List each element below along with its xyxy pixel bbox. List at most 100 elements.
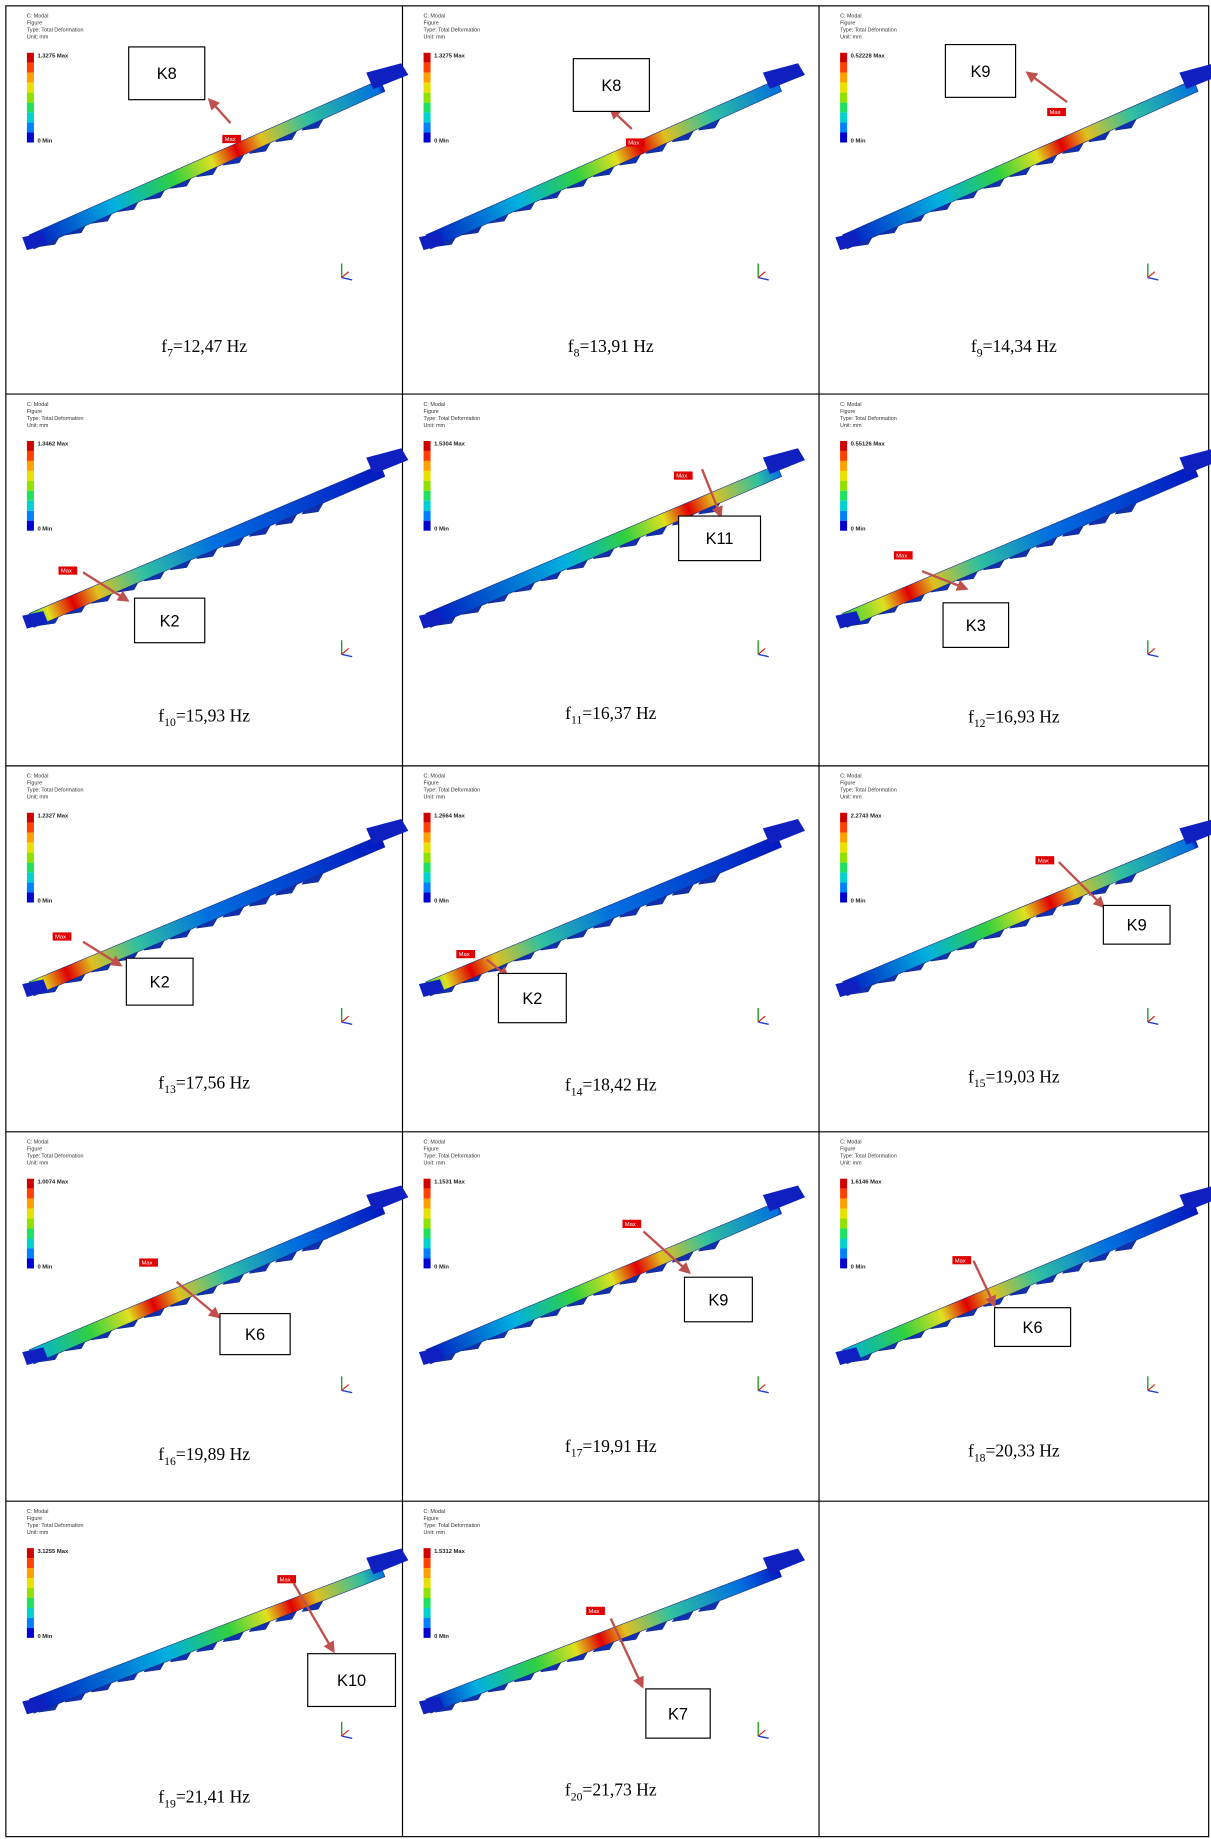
- legend-swatch: [27, 511, 34, 521]
- legend-max: 1.5312 Max: [434, 1549, 466, 1555]
- legend-swatch: [840, 1229, 847, 1239]
- legend-max: 1.3275 Max: [37, 53, 69, 59]
- beam-start: [835, 1347, 861, 1365]
- legend-swatch: [27, 1558, 34, 1568]
- legend-swatch: [424, 1568, 431, 1578]
- beam-start: [419, 979, 445, 997]
- node-label: K10: [337, 1672, 366, 1690]
- header-line: Figure: [27, 409, 42, 415]
- legend-swatch: [27, 93, 34, 103]
- legend-max: 0.52228 Max: [851, 53, 886, 59]
- caption-index: 14: [571, 1085, 583, 1098]
- triad-x: [758, 272, 765, 278]
- header-line: C: Modal: [27, 14, 48, 20]
- legend-swatch: [840, 833, 847, 843]
- legend-swatch: [27, 491, 34, 501]
- legend-swatch: [27, 1189, 34, 1199]
- beam-deck: [842, 465, 1198, 628]
- header-line: Type: Total Deformation: [840, 416, 897, 422]
- caption-value: =21,73 Hz: [582, 1780, 656, 1800]
- legend-swatch: [424, 833, 431, 843]
- legend-swatch: [424, 491, 431, 501]
- triad-x: [1148, 648, 1155, 654]
- header-line: C: Modal: [27, 774, 48, 780]
- header-line: Unit: mm: [840, 423, 862, 429]
- header-line: Figure: [27, 21, 42, 27]
- legend-swatch: [27, 1229, 34, 1239]
- legend-swatch: [424, 113, 431, 123]
- node-label: K7: [668, 1705, 688, 1723]
- header-line: C: Modal: [424, 1509, 445, 1515]
- header-line: Type: Total Deformation: [27, 416, 84, 422]
- mode-panel: C: ModalFigureType: Total DeformationUni…: [419, 774, 805, 1099]
- legend-max: 1.6146 Max: [851, 1179, 883, 1185]
- header-line: Unit: mm: [840, 1161, 862, 1167]
- header-line: C: Modal: [27, 1509, 48, 1515]
- legend-swatch: [424, 461, 431, 471]
- legend-swatch: [424, 471, 431, 481]
- node-label: K2: [522, 990, 542, 1008]
- triad-z: [758, 1022, 769, 1024]
- node-label: K3: [966, 617, 986, 635]
- legend-swatch: [840, 481, 847, 491]
- header-line: Unit: mm: [27, 423, 49, 429]
- header-line: Type: Total Deformation: [840, 28, 897, 34]
- max-tag: Max: [142, 1261, 153, 1267]
- triad-x: [342, 1730, 349, 1736]
- caption: f20=21,73 Hz: [565, 1780, 657, 1804]
- legend-min: 0 Min: [434, 1634, 449, 1640]
- mode-panel: C: ModalFigureType: Total DeformationUni…: [835, 14, 1211, 360]
- max-tag: Max: [61, 569, 72, 575]
- max-tag: Max: [459, 952, 470, 958]
- legend-swatch: [27, 63, 34, 73]
- header-line: Figure: [840, 781, 855, 787]
- triad-z: [758, 654, 769, 656]
- legend-swatch: [27, 133, 34, 143]
- legend-swatch: [840, 451, 847, 461]
- node-label: K2: [160, 612, 180, 630]
- header-line: Type: Total Deformation: [27, 1154, 84, 1160]
- legend-swatch: [27, 1588, 34, 1598]
- legend-swatch: [27, 1548, 34, 1558]
- beam-start: [22, 1347, 48, 1365]
- header-line: Unit: mm: [27, 795, 49, 801]
- header-line: Figure: [840, 409, 855, 415]
- legend-swatch: [840, 113, 847, 123]
- legend-swatch: [424, 1219, 431, 1229]
- node-label: K8: [601, 77, 621, 95]
- header-line: Figure: [424, 21, 439, 27]
- header-line: Type: Total Deformation: [424, 788, 481, 794]
- mode-panel: C: ModalFigureType: Total DeformationUni…: [419, 402, 805, 727]
- max-tag: Max: [676, 474, 687, 480]
- triad-x: [342, 648, 349, 654]
- max-tag: Max: [55, 935, 66, 941]
- legend-min: 0 Min: [434, 138, 449, 144]
- legend-swatch: [840, 511, 847, 521]
- legend-swatch: [27, 501, 34, 511]
- triad-x: [758, 1730, 765, 1736]
- legend-swatch: [424, 873, 431, 883]
- legend-max: 1.1531 Max: [434, 1179, 466, 1185]
- legend-swatch: [27, 813, 34, 823]
- legend-swatch: [27, 1258, 34, 1268]
- legend-swatch: [424, 1628, 431, 1638]
- caption-value: =13,91 Hz: [580, 336, 654, 356]
- legend-max: 0.55126 Max: [851, 442, 886, 448]
- caption: f16=19,89 Hz: [158, 1444, 250, 1468]
- legend-min: 0 Min: [851, 527, 866, 533]
- legend-swatch: [424, 863, 431, 873]
- legend-swatch: [27, 1199, 34, 1209]
- legend-swatch: [840, 1189, 847, 1199]
- legend-min: 0 Min: [851, 898, 866, 904]
- triad-x: [342, 1016, 349, 1022]
- header-line: Figure: [424, 409, 439, 415]
- legend-swatch: [27, 1239, 34, 1249]
- mode-panel: C: ModalFigureType: Total DeformationUni…: [835, 402, 1211, 730]
- header-line: Unit: mm: [424, 35, 446, 41]
- legend-swatch: [840, 501, 847, 511]
- node-label: K9: [708, 1291, 728, 1309]
- legend-swatch: [840, 893, 847, 903]
- legend-swatch: [840, 461, 847, 471]
